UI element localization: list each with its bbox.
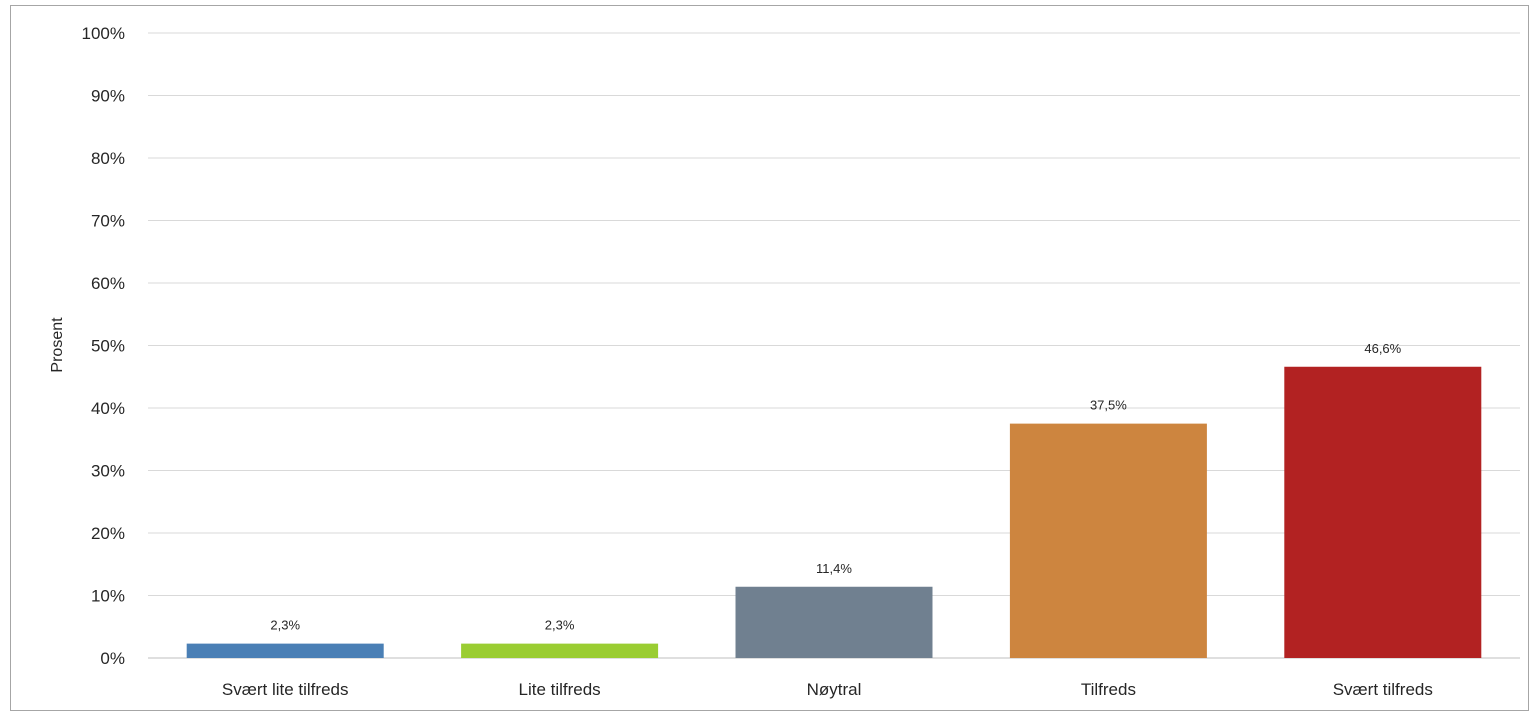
x-category-label: Tilfreds	[1081, 680, 1136, 699]
y-tick-label: 80%	[91, 149, 125, 168]
y-tick-label: 30%	[91, 462, 125, 481]
y-axis-title: Prosent	[49, 317, 66, 373]
data-label: 2,3%	[270, 618, 300, 633]
y-axis-ticks: 0% 10% 20% 30% 40% 50% 60% 70% 80% 90% 100%	[82, 24, 125, 668]
x-category-label: Svært tilfreds	[1333, 680, 1433, 699]
chart-frame	[10, 5, 1529, 711]
x-axis-categories: Svært lite tilfreds Lite tilfreds Nøytral T…	[222, 680, 1433, 699]
y-tick-label: 100%	[82, 24, 125, 43]
x-category-label: Svært lite tilfreds	[222, 680, 349, 699]
y-tick-label: 40%	[91, 399, 125, 418]
data-labels: 2,3% 2,3% 11,4% 37,5% 46,6%	[270, 341, 1401, 633]
bar	[1009, 423, 1207, 658]
data-label: 11,4%	[816, 561, 852, 576]
y-tick-label: 90%	[91, 87, 125, 106]
y-tick-label: 50%	[91, 337, 125, 356]
bar	[735, 586, 933, 658]
y-tick-label: 10%	[91, 587, 125, 606]
data-label: 46,6%	[1364, 341, 1401, 356]
y-tick-label: 20%	[91, 524, 125, 543]
bar	[186, 643, 384, 658]
bars	[186, 366, 1482, 658]
y-tick-label: 0%	[100, 649, 125, 668]
y-tick-label: 60%	[91, 274, 125, 293]
x-category-label: Nøytral	[807, 680, 862, 699]
bar	[1284, 366, 1482, 658]
data-label: 37,5%	[1090, 398, 1127, 413]
y-tick-label: 70%	[91, 212, 125, 231]
bar	[461, 643, 659, 658]
x-category-label: Lite tilfreds	[518, 680, 600, 699]
data-label: 2,3%	[545, 618, 575, 633]
